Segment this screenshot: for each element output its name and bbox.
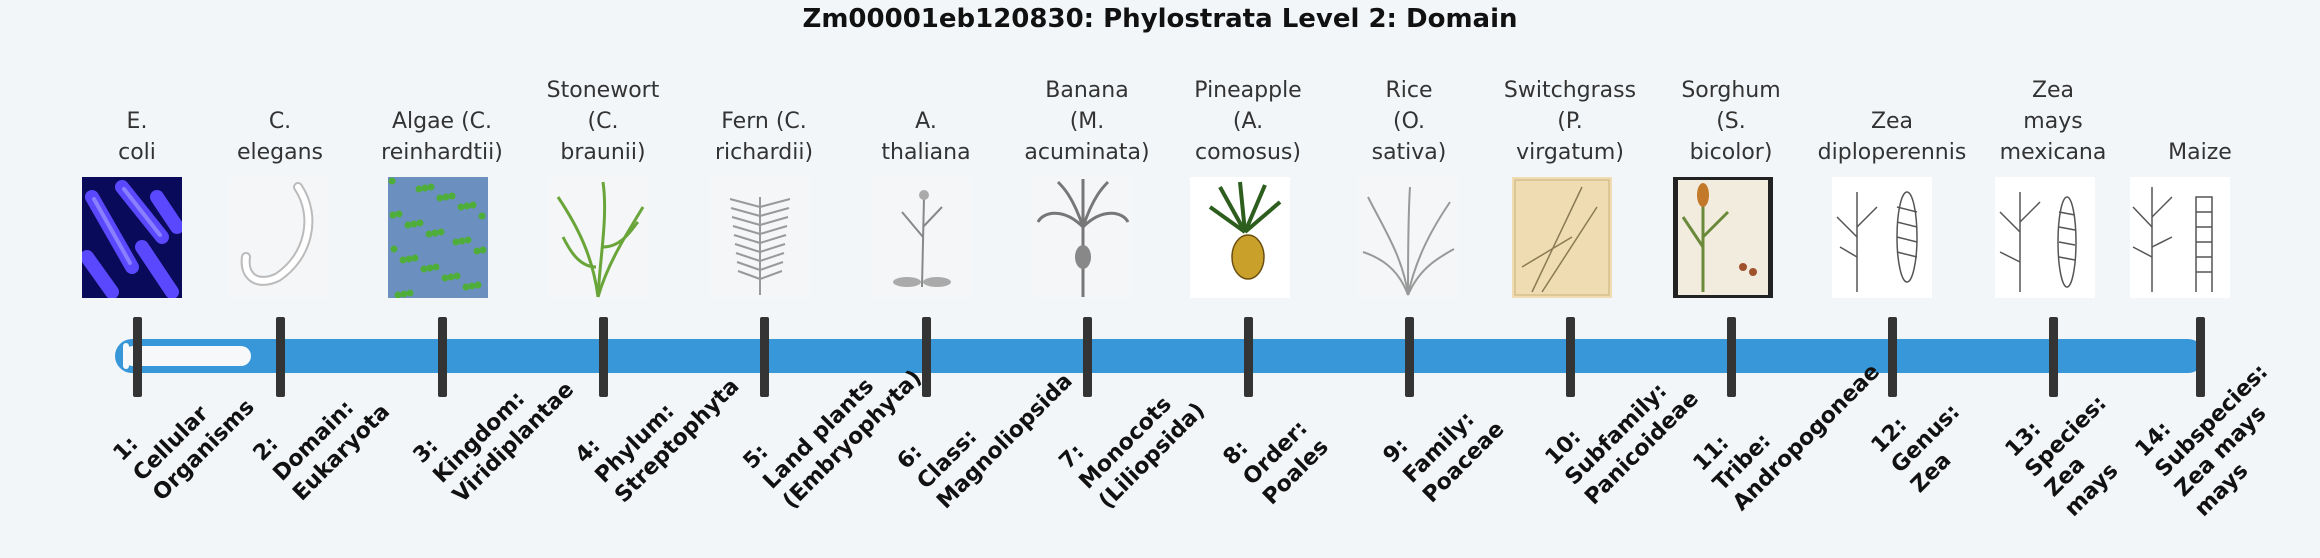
arabidopsis-image [872,177,972,298]
page-title: Zm00001eb120830: Phylostrata Level 2: Do… [802,4,1518,34]
phylostrata-label: 2: Domain: Eukaryota [248,359,396,507]
organism-name: C. elegans [196,106,364,168]
organism-name: Switchgrass (P. virgatum) [1486,75,1654,168]
organism-name: Zea mays mexicana [1969,75,2137,168]
slider-tick[interactable] [1405,317,1414,397]
zea-mexicana-image [1995,177,2095,298]
organism-name: Fern (C. richardii) [680,106,848,168]
banana-image [1033,177,1133,298]
organism-name-line: A. [915,109,937,134]
organism-name-line: elegans [236,140,324,165]
organism-name-line: bicolor) [1689,140,1773,165]
phylostrata-label: 12: Genus: Zea [1866,379,1986,499]
organism-name-line: mexicana [1999,140,2107,165]
stonewort-image [548,177,648,298]
organism-name: A. thaliana [842,106,1010,168]
slider-tick[interactable] [1083,317,1092,397]
phylostrata-label: 1: Cellular Organisms [108,354,261,507]
phylostrata-label: 9: Family: Poaceae [1378,377,1511,510]
phylostrata-label: 8: Order: Poales [1218,394,1335,511]
organism-name: Stonewort (C. braunii) [519,75,687,168]
organism-name-line: Rice [1385,78,1433,103]
organism-name-line: Sorghum [1681,78,1781,103]
organism-name-line: C. [268,109,292,134]
organism-name-line: richardii) [714,140,814,165]
organism-name-line: sativa) [1371,140,1447,165]
organism-name: Zea diploperennis [1808,106,1976,168]
organism-name-line: (A. [1232,109,1264,134]
bacteria-image [82,177,182,298]
maize-image [2130,177,2230,298]
organism-name-line: comosus) [1195,140,1301,165]
organism-name-line: (O. [1392,109,1425,134]
slider-filled-range [123,346,251,366]
pineapple-image [1190,177,1290,298]
slider-tick[interactable] [599,317,608,397]
organism-name-line: thaliana [881,140,971,165]
organism-name: Maize [2116,137,2284,168]
organism-name-line: Banana [1045,78,1129,103]
organism-name-line: Pineapple [1194,78,1302,103]
organism-name-line: coli [118,140,156,165]
organism-name-line: (C. [587,109,619,134]
organism-name: Banana (M. acuminata) [1003,75,1171,168]
organism-name-line: Zea [2031,78,2075,103]
organism-name-line: (P. [1557,109,1583,134]
organism-name-line: Fern (C. [721,109,807,134]
phylostrata-label: 7: Monocots (Liliopsida) [1054,358,1212,516]
slider-tick[interactable] [2049,317,2058,397]
slider-tick[interactable] [1727,317,1736,397]
organism-name: Algae (C. reinhardtii) [358,106,526,168]
organism-name-line: (M. [1069,109,1105,134]
slider-tick[interactable] [1888,317,1897,397]
organism-name: Sorghum (S. bicolor) [1647,75,1815,168]
organism-name-line: Algae (C. [391,109,493,134]
zea-diploperennis-image [1832,177,1932,298]
slider-tick[interactable] [1244,317,1253,397]
organism-name-line: mays [2023,109,2083,134]
organism-name-line: acuminata) [1024,140,1150,165]
organism-name-line: reinhardtii) [381,140,503,165]
organism-name-line: virgatum) [1516,140,1624,165]
slider-tick[interactable] [2196,317,2205,397]
slider-tick[interactable] [922,317,931,397]
slider-tick[interactable] [760,317,769,397]
organism-name-line: braunii) [560,140,646,165]
worm-image [228,177,328,298]
organism-name-line: diploperennis [1817,140,1967,165]
phylostrata-slider-track[interactable] [115,339,2205,373]
slider-start-handle[interactable] [123,343,129,369]
organism-name-line: Zea [1870,109,1914,134]
rice-image [1358,177,1458,298]
slider-tick[interactable] [133,317,142,397]
sorghum-image [1673,177,1773,298]
phylostrata-label: 13: Species: Zea mays [2000,371,2153,524]
switchgrass-image [1512,177,1612,298]
algae-image [388,177,488,298]
organism-name: E. coli [53,106,221,168]
organism-name-line: E. [126,109,148,134]
slider-tick[interactable] [276,317,285,397]
organism-name-line: Stonewort [546,78,660,103]
organism-name-line: (S. [1716,109,1746,134]
slider-tick[interactable] [438,317,447,397]
organism-name: Rice (O. sativa) [1325,75,1493,168]
organism-name-line: Maize [2168,140,2232,165]
slider-tick[interactable] [1566,317,1575,397]
organism-name-line: Switchgrass [1503,78,1637,103]
organism-name: Pineapple (A. comosus) [1164,75,1332,168]
fern-image [710,177,810,298]
